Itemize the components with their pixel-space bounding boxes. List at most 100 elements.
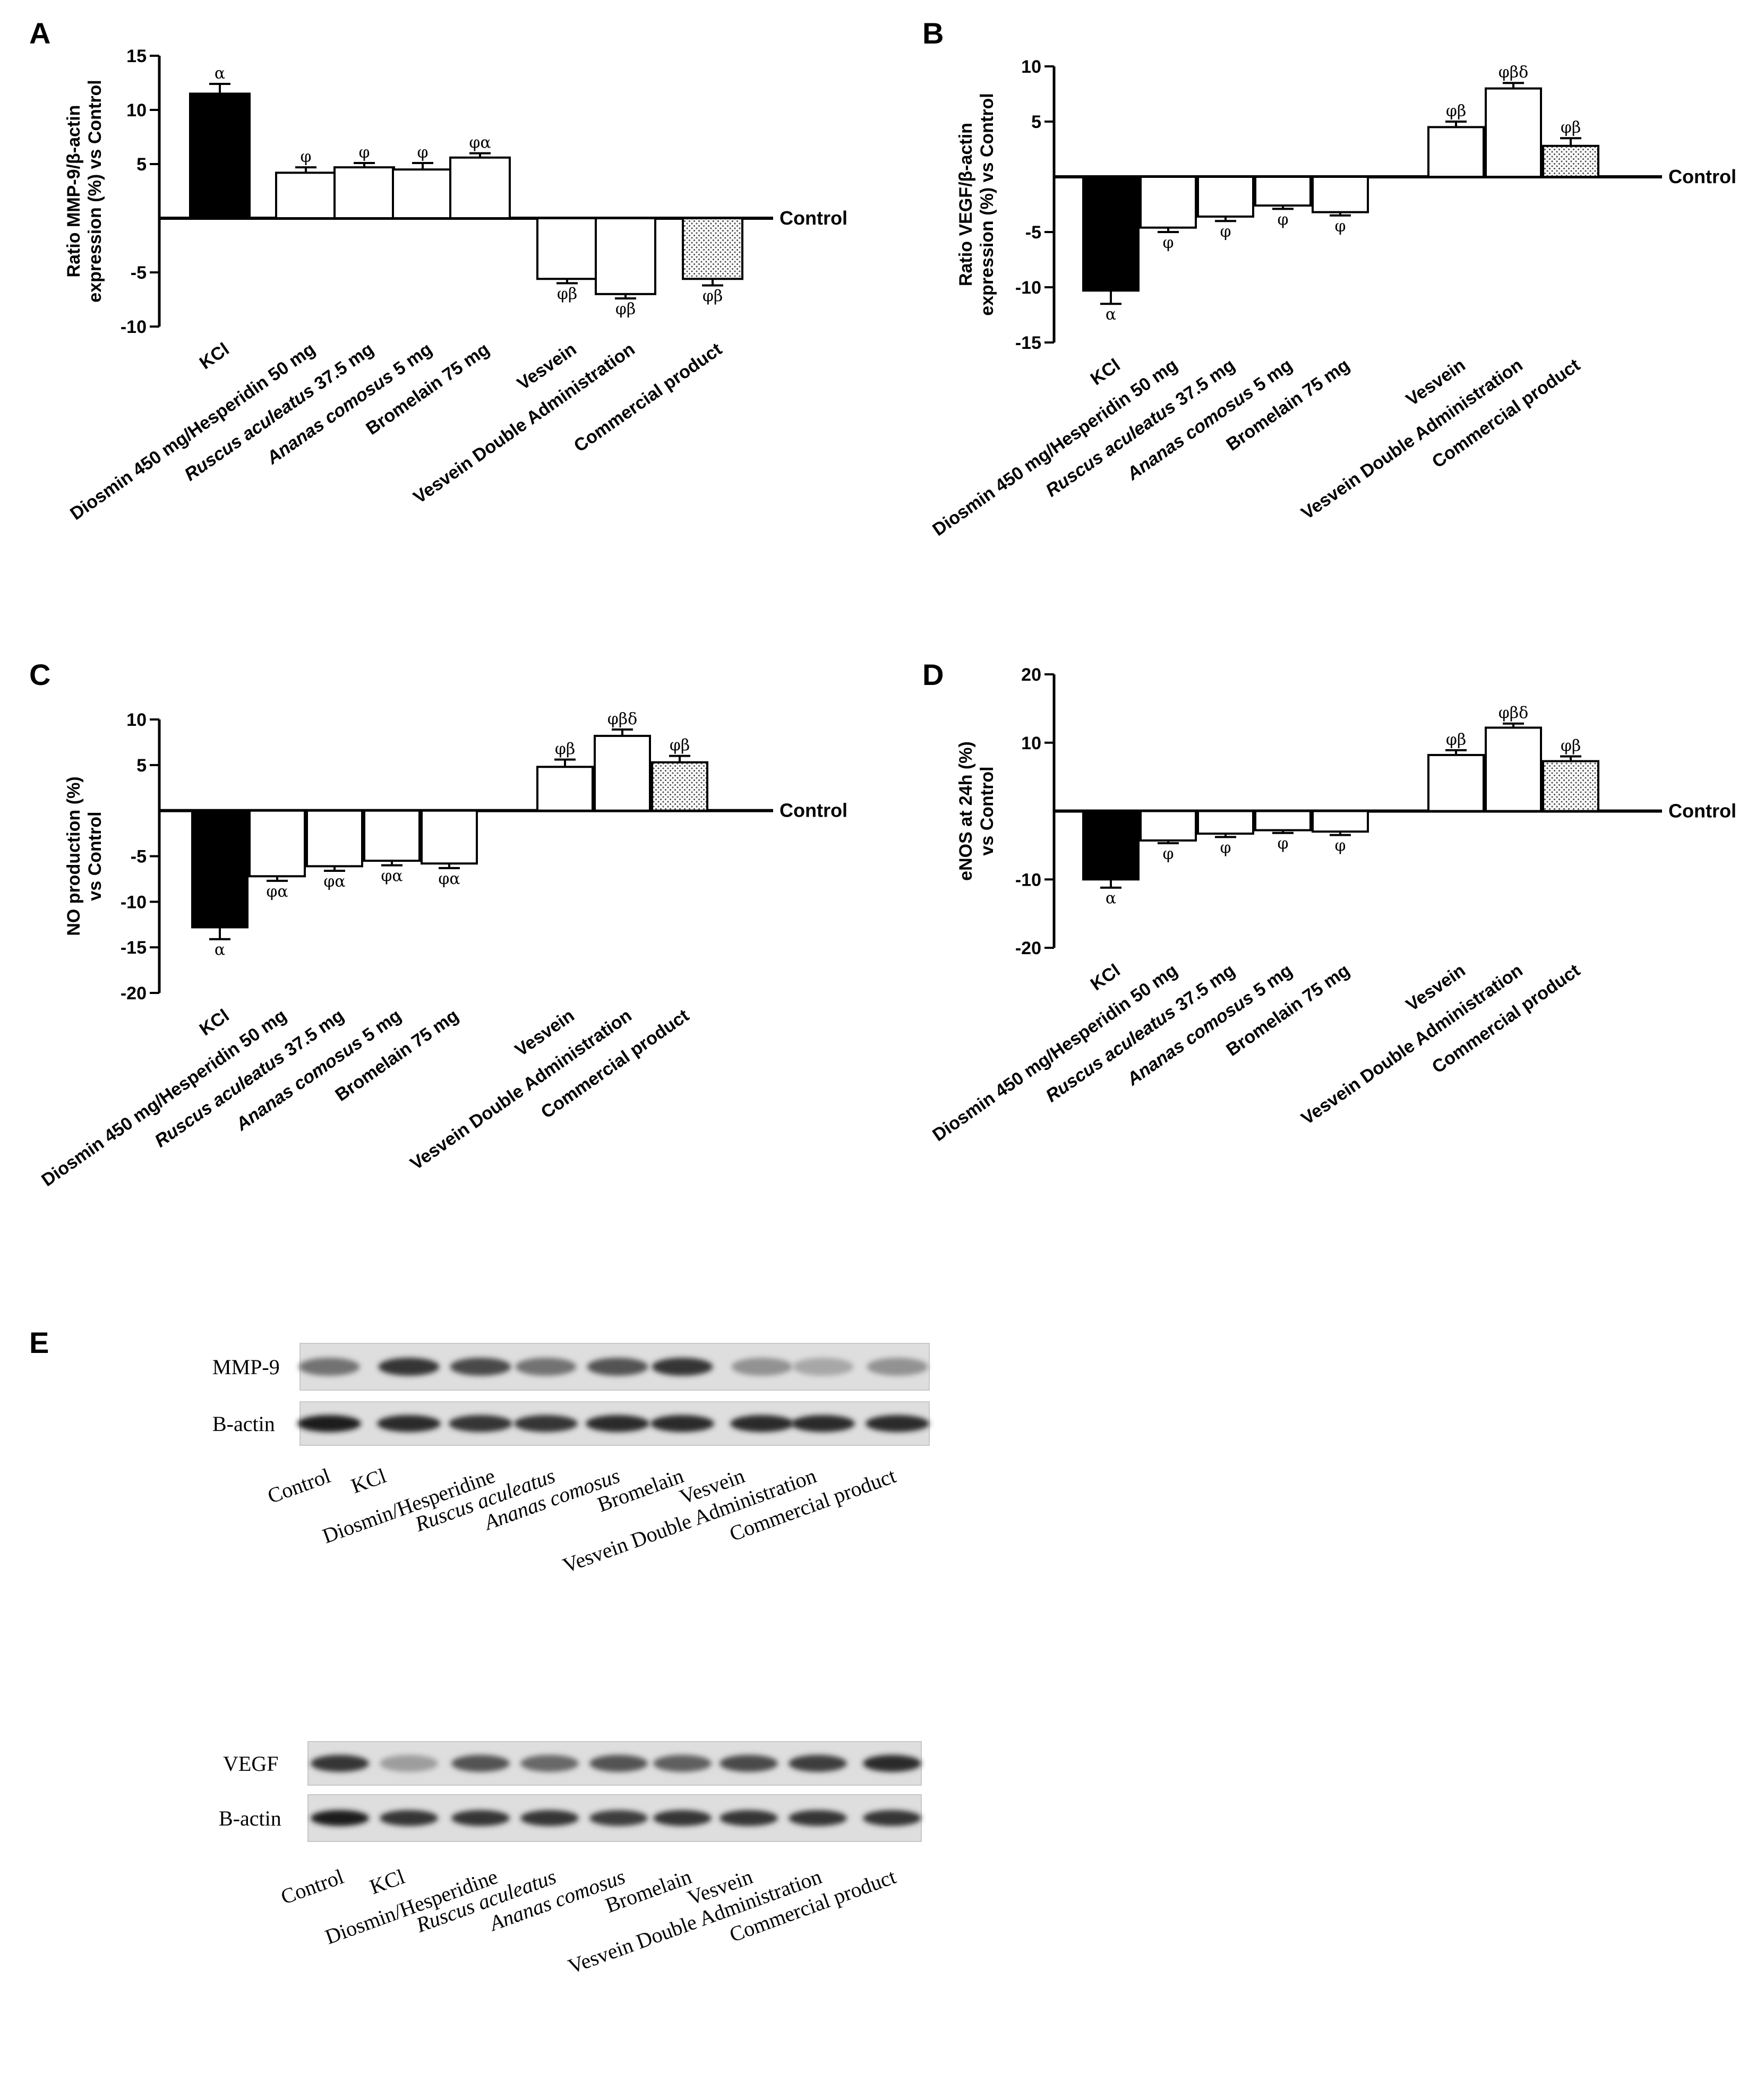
bar xyxy=(1140,810,1197,842)
y-axis-label: eNOS at 24h (%)vs Control xyxy=(956,741,997,881)
significance-label: φ xyxy=(1334,837,1346,855)
blot-label: B-actin xyxy=(212,1412,275,1436)
significance-label: φβ xyxy=(1446,731,1466,749)
category-label: KCl xyxy=(1087,355,1124,389)
blot-band xyxy=(377,1415,441,1432)
blot-band xyxy=(720,1755,778,1772)
bar xyxy=(191,809,249,929)
panel-d-chart: D Control 20 10 -10 -20 eNOS at 24h (%)vs Cont… xyxy=(922,658,1736,1145)
y-axis-label: Ratio MMP-9/β-actinexpression (%) vs Con… xyxy=(64,80,105,302)
control-label: Control xyxy=(1668,166,1736,187)
y-tick-label: -10 xyxy=(1015,278,1041,298)
control-label: Control xyxy=(1668,800,1736,822)
significance-label: φ xyxy=(300,148,311,166)
bar xyxy=(1542,760,1599,812)
blot-band xyxy=(791,1415,855,1432)
y-axis-label: Ratio VEGF/β-actinexpression (%) vs Cont… xyxy=(956,93,997,315)
blot-band xyxy=(587,1358,648,1376)
significance-label: φβδ xyxy=(1498,704,1528,723)
blot-band xyxy=(311,1810,369,1826)
category-label: Commercial product xyxy=(570,339,726,456)
blot-band xyxy=(652,1358,713,1376)
bar xyxy=(536,766,594,812)
blot-band xyxy=(731,1358,793,1376)
significance-label: α xyxy=(1106,889,1116,908)
bar xyxy=(682,217,743,280)
significance-label: α xyxy=(1106,305,1116,324)
y-tick-label: -5 xyxy=(131,847,147,867)
bar xyxy=(1312,810,1369,833)
bar xyxy=(1197,176,1254,218)
category-label: KCl xyxy=(196,339,233,373)
y-tick-label: -20 xyxy=(121,983,147,1004)
significance-label: φα xyxy=(323,872,345,891)
blot-band xyxy=(380,1755,438,1772)
bar xyxy=(1542,144,1599,178)
y-axis-label: NO production (%)vs Control xyxy=(64,776,105,936)
bar xyxy=(1485,87,1542,178)
significance-label: φ xyxy=(1277,210,1288,229)
bar xyxy=(1082,176,1140,292)
significance-label: φ xyxy=(417,143,428,162)
lane-label: Control xyxy=(264,1463,333,1508)
significance-label: φ xyxy=(1220,838,1231,857)
blot-band xyxy=(650,1415,714,1432)
category-label: Diosmin 450 mg/Hesperidin 50 mg xyxy=(929,960,1181,1145)
bar xyxy=(1197,810,1254,835)
y-tick-label: 5 xyxy=(136,155,147,175)
category-label: KCl xyxy=(196,1005,233,1040)
y-tick-label: 10 xyxy=(1021,733,1041,753)
blot-band xyxy=(380,1810,438,1826)
panel-c-chart: C Control 10 5 -5 -10 -15 -20 NO production (%)v… xyxy=(29,658,847,1190)
bar xyxy=(1427,126,1485,178)
bar xyxy=(449,156,511,220)
blot-band xyxy=(863,1755,921,1772)
significance-label: φβδ xyxy=(607,710,637,729)
lane-label: KCl xyxy=(348,1463,389,1498)
significance-label: φα xyxy=(469,134,491,152)
blot-band xyxy=(520,1755,579,1772)
bar xyxy=(275,172,337,220)
blot-band xyxy=(311,1755,369,1772)
bar xyxy=(651,761,708,812)
category-label: Diosmin 450 mg/Hesperidin 50 mg xyxy=(38,1005,290,1190)
significance-label: α xyxy=(215,64,225,83)
y-tick-label: -20 xyxy=(1015,938,1041,958)
y-tick-label: -10 xyxy=(121,317,147,337)
significance-label: φβ xyxy=(1561,737,1581,756)
significance-label: φβ xyxy=(557,285,577,303)
bar xyxy=(363,809,421,862)
blot-band xyxy=(863,1810,921,1826)
y-tick-label: 20 xyxy=(1021,665,1041,685)
y-tick-label: 10 xyxy=(126,710,147,730)
bar xyxy=(392,168,453,220)
bar xyxy=(306,809,363,868)
panel-letter: B xyxy=(922,16,944,50)
significance-label: φ xyxy=(358,143,370,162)
blot-band xyxy=(792,1358,854,1376)
y-tick-label: 10 xyxy=(1021,57,1041,77)
bar xyxy=(595,217,656,295)
blot-band xyxy=(653,1810,712,1826)
blot-band xyxy=(451,1810,510,1826)
panel-a-chart: A Control 15 10 5 -5 -10 Ratio MMP-9/β-actinexp… xyxy=(29,16,847,524)
blot-band xyxy=(586,1415,649,1432)
panel-letter: D xyxy=(922,658,944,691)
blot-strip: MMP-9 xyxy=(212,1343,930,1391)
blot-band xyxy=(589,1810,648,1826)
y-tick-label: -15 xyxy=(121,938,147,958)
lane-label: Control xyxy=(278,1864,347,1909)
blot-band xyxy=(730,1415,794,1432)
significance-label: φβ xyxy=(670,736,690,755)
blot-band xyxy=(653,1755,712,1772)
y-tick-label: -15 xyxy=(1015,333,1041,353)
panel-b-chart: B Control 10 5 -5 -10 -15 Ratio VEGF/β-actinexp… xyxy=(922,16,1736,540)
y-tick-label: 5 xyxy=(136,756,147,776)
blot-band xyxy=(451,1755,510,1772)
bar xyxy=(1254,176,1312,207)
y-tick-label: 15 xyxy=(126,46,147,66)
y-tick-label: -10 xyxy=(1015,870,1041,890)
y-tick-label: -10 xyxy=(121,892,147,912)
